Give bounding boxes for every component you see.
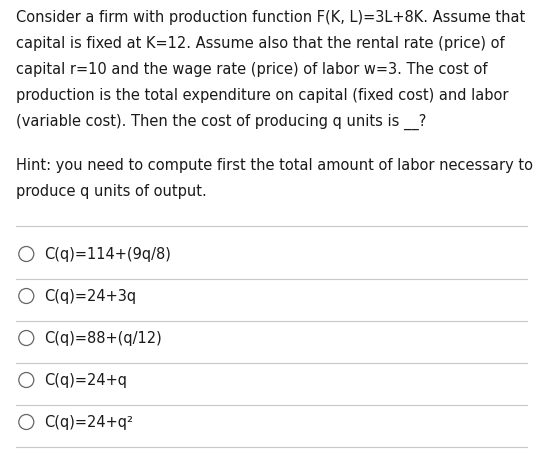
Text: C(q)=24+q²: C(q)=24+q²: [45, 414, 133, 429]
Text: C(q)=114+(9q/8): C(q)=114+(9q/8): [45, 247, 171, 262]
Text: capital is fixed at K=12. Assume also that the rental rate (price) of: capital is fixed at K=12. Assume also th…: [16, 36, 505, 51]
Text: C(q)=24+q: C(q)=24+q: [45, 373, 127, 387]
Text: produce q units of output.: produce q units of output.: [16, 184, 207, 199]
Text: Hint: you need to compute first the total amount of labor necessary to: Hint: you need to compute first the tota…: [16, 158, 533, 173]
Text: C(q)=24+3q: C(q)=24+3q: [45, 289, 136, 304]
Text: production is the total expenditure on capital (fixed cost) and labor: production is the total expenditure on c…: [16, 88, 509, 103]
Text: (variable cost). Then the cost of producing q units is __?: (variable cost). Then the cost of produc…: [16, 114, 427, 130]
Text: capital r=10 and the wage rate (price) of labor w=3. The cost of: capital r=10 and the wage rate (price) o…: [16, 62, 488, 77]
Text: C(q)=88+(q/12): C(q)=88+(q/12): [45, 331, 162, 345]
Text: Consider a firm with production function F(K, L)=3L+8K. Assume that: Consider a firm with production function…: [16, 10, 526, 25]
